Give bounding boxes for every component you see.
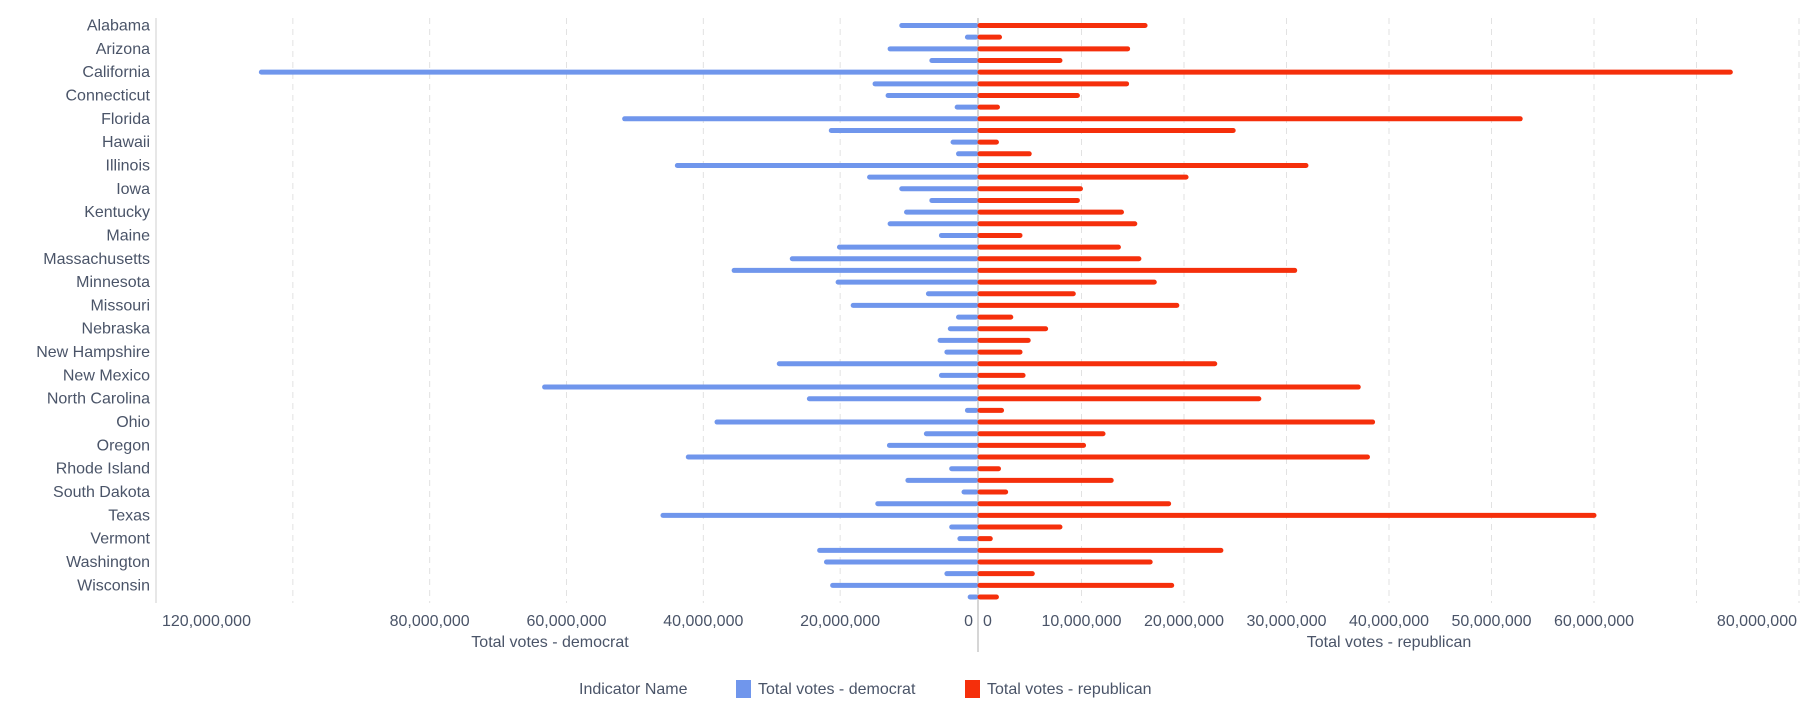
right-tick-label: 0 — [983, 613, 992, 630]
category-label: Washington — [66, 554, 150, 571]
tick-labels: 120,000,000 80,000,000 60,000,000 40,000,00… — [162, 613, 1797, 630]
category-label: Texas — [108, 507, 150, 524]
category-label: Kentucky — [84, 204, 150, 221]
category-label: Maine — [106, 227, 150, 244]
category-label: Florida — [101, 111, 150, 128]
category-label: Arizona — [96, 41, 150, 58]
right-tick-label: 80,000,000 — [1717, 613, 1797, 630]
left-tick-label: 120,000,000 — [162, 613, 251, 630]
category-label: Massachusetts — [43, 251, 150, 268]
left-tick-label: 0 — [964, 613, 973, 630]
left-tick-label: 20,000,000 — [800, 613, 880, 630]
right-axis-title: Total votes - republican — [1307, 634, 1472, 651]
category-label: California — [82, 64, 150, 81]
right-tick-label: 40,000,000 — [1349, 613, 1429, 630]
left-tick-label: 80,000,000 — [390, 613, 470, 630]
legend-title: Indicator Name — [579, 681, 688, 698]
category-label: Wisconsin — [77, 577, 150, 594]
category-label: New Hampshire — [36, 344, 150, 361]
gridlines — [155, 18, 1800, 652]
right-tick-label: 60,000,000 — [1554, 613, 1634, 630]
category-label: New Mexico — [63, 367, 150, 384]
category-label: Oregon — [97, 437, 150, 454]
left-axis-title: Total votes - democrat — [471, 634, 629, 651]
legend-swatch-republican[interactable] — [965, 680, 980, 698]
left-tick-label: 60,000,000 — [526, 613, 606, 630]
category-label: Connecticut — [66, 87, 151, 104]
right-tick-label: 20,000,000 — [1144, 613, 1224, 630]
right-tick-label: 30,000,000 — [1246, 613, 1326, 630]
right-tick-label: 10,000,000 — [1041, 613, 1121, 630]
category-label: Nebraska — [82, 321, 151, 338]
category-label: Illinois — [106, 157, 150, 174]
category-label: Ohio — [116, 414, 150, 431]
legend: Indicator Name Total votes - democrat To… — [579, 680, 1152, 698]
legend-label-democrat[interactable]: Total votes - democrat — [758, 681, 916, 698]
category-label: South Dakota — [53, 484, 150, 501]
legend-swatch-democrat[interactable] — [736, 680, 751, 698]
category-label: Rhode Island — [56, 461, 150, 478]
left-tick-label: 40,000,000 — [663, 613, 743, 630]
bars — [258, 23, 1733, 600]
category-label: North Carolina — [47, 391, 150, 408]
category-label: Missouri — [90, 297, 150, 314]
category-label: Minnesota — [76, 274, 150, 291]
category-label: Alabama — [87, 18, 150, 35]
right-tick-label: 50,000,000 — [1451, 613, 1531, 630]
category-label: Hawaii — [102, 134, 150, 151]
legend-label-republican[interactable]: Total votes - republican — [987, 681, 1152, 698]
category-label: Vermont — [90, 531, 150, 548]
category-labels: Alabama Arizona California Connecticut Flori… — [36, 18, 150, 595]
category-label: Iowa — [116, 181, 150, 198]
